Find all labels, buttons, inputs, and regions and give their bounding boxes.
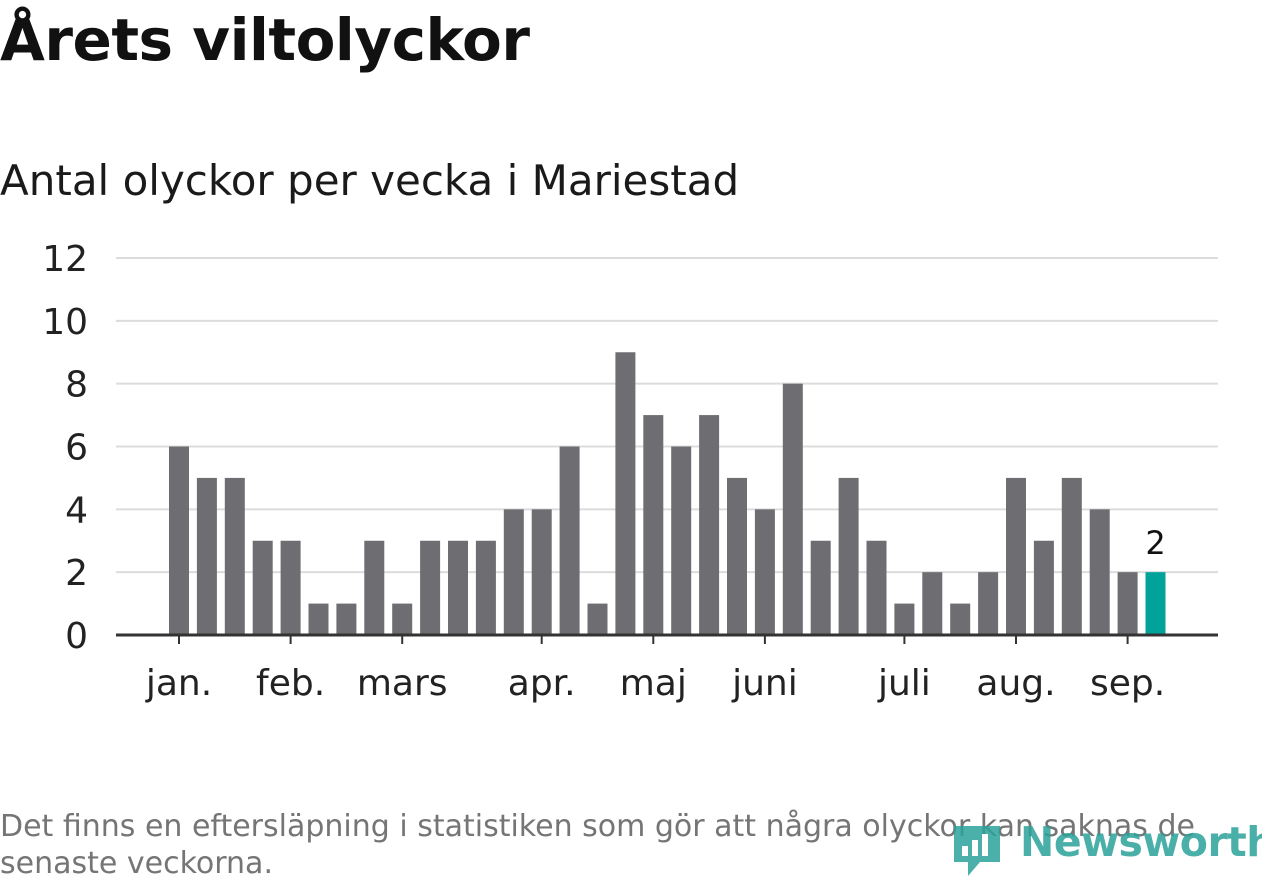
y-tick-label: 0 xyxy=(65,616,88,657)
x-tick-label: maj xyxy=(620,663,687,704)
bar xyxy=(727,477,747,635)
bar xyxy=(782,383,803,635)
x-tick-label: feb. xyxy=(256,663,325,704)
bar xyxy=(1033,540,1054,635)
x-tick-label: juni xyxy=(731,663,798,704)
bar xyxy=(587,603,608,635)
bar xyxy=(308,603,329,635)
bar xyxy=(169,446,189,635)
bar xyxy=(531,509,552,635)
y-tick-label: 6 xyxy=(65,428,88,469)
bar xyxy=(420,540,441,635)
bar xyxy=(1089,509,1110,635)
bar xyxy=(894,603,915,635)
bar xyxy=(866,540,887,635)
chart-title: Årets viltolyckor xyxy=(0,6,530,74)
bar xyxy=(671,446,692,635)
y-tick-label: 4 xyxy=(65,490,88,531)
gridlines xyxy=(116,257,1218,574)
bar xyxy=(1117,572,1138,635)
y-tick-label: 12 xyxy=(42,239,88,280)
bars xyxy=(169,352,1166,635)
bar xyxy=(699,415,720,635)
newsworthy-logo-icon xyxy=(954,826,1000,876)
bar xyxy=(392,603,413,635)
x-axis-ticks: jan. feb. mars apr. maj juni juli aug. sep. xyxy=(145,635,1165,704)
bar xyxy=(922,572,943,635)
x-tick-label: juli xyxy=(877,663,931,704)
y-tick-label: 8 xyxy=(65,365,88,406)
bar xyxy=(280,540,301,635)
bar xyxy=(643,415,664,635)
bar xyxy=(503,509,524,635)
bar xyxy=(364,540,385,635)
bar xyxy=(448,540,468,635)
bar xyxy=(838,477,859,635)
bar-highlighted xyxy=(1145,572,1166,635)
bar xyxy=(810,540,831,635)
bar xyxy=(978,572,999,635)
x-tick-label: mars xyxy=(357,663,448,704)
chart-subtitle: Antal olyckor per vecka i Mariestad xyxy=(0,156,740,205)
bar xyxy=(252,540,273,635)
newsworthy-logo: Newsworthy xyxy=(950,818,1262,879)
y-tick-label: 2 xyxy=(65,553,88,594)
bar xyxy=(754,509,775,635)
bar xyxy=(559,446,580,635)
y-tick-label: 10 xyxy=(42,302,88,343)
bar xyxy=(615,352,636,635)
highlight-data-label: 2 xyxy=(1145,524,1165,562)
x-tick-label: jan. xyxy=(145,663,212,704)
bar xyxy=(1061,477,1082,635)
y-axis-ticks: 0 2 4 6 8 10 12 xyxy=(42,239,88,657)
logo-text: Newsworthy xyxy=(1020,818,1262,866)
bar xyxy=(336,603,357,635)
data-labels: 2 xyxy=(1145,524,1165,562)
bar xyxy=(950,603,971,635)
bar xyxy=(1006,477,1026,635)
bar xyxy=(196,477,217,635)
x-tick-label: apr. xyxy=(508,663,576,704)
x-tick-label: aug. xyxy=(976,663,1055,704)
bar xyxy=(224,477,245,635)
bar xyxy=(475,540,496,635)
x-tick-label: sep. xyxy=(1090,663,1165,704)
